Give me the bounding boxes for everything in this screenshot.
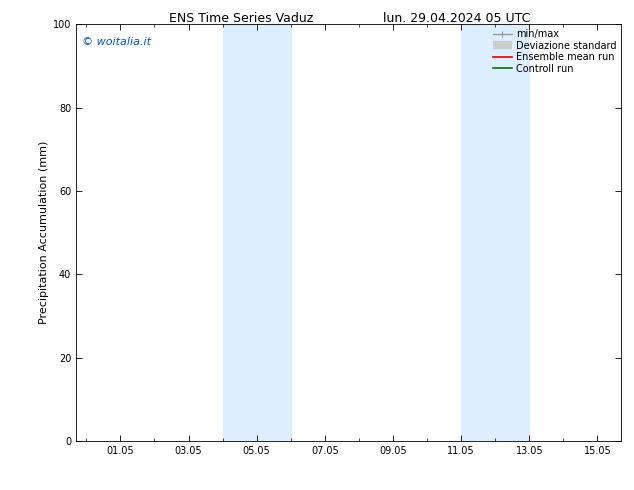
Text: ENS Time Series Vaduz: ENS Time Series Vaduz bbox=[169, 12, 313, 25]
Bar bbox=[223, 24, 291, 441]
Bar bbox=[461, 24, 529, 441]
Text: lun. 29.04.2024 05 UTC: lun. 29.04.2024 05 UTC bbox=[383, 12, 530, 25]
Y-axis label: Precipitation Accumulation (mm): Precipitation Accumulation (mm) bbox=[39, 141, 49, 324]
Text: © woitalia.it: © woitalia.it bbox=[82, 37, 150, 47]
Legend: min/max, Deviazione standard, Ensemble mean run, Controll run: min/max, Deviazione standard, Ensemble m… bbox=[491, 27, 618, 75]
